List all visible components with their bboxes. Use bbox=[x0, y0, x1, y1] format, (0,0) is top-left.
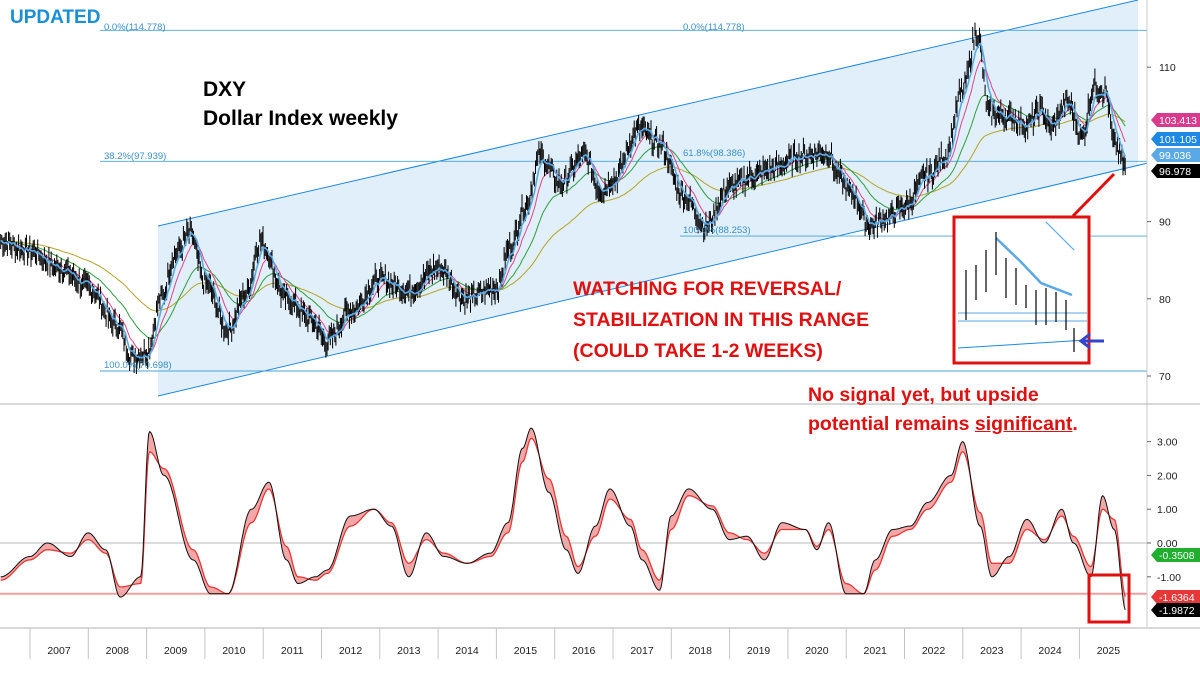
watch-line-3: (COULD TAKE 1-2 WEEKS) bbox=[573, 340, 823, 362]
price-value-tag-label: 103.413 bbox=[1159, 115, 1197, 127]
x-tick-label: 2007 bbox=[47, 645, 71, 657]
inset-channel-line bbox=[957, 339, 1088, 349]
osc-fill bbox=[0, 428, 1126, 610]
chart-symbol: DXY bbox=[203, 78, 247, 101]
signal-line-2: potential remains significant. bbox=[808, 410, 1078, 439]
channel-lower-line bbox=[157, 162, 1147, 397]
price-value-tag-label: 99.036 bbox=[1159, 150, 1191, 162]
fib-label-100-mid: 100.0%(88.253) bbox=[683, 225, 751, 236]
osc-signal-line bbox=[0, 437, 1126, 597]
x-tick-label: 2011 bbox=[281, 645, 304, 657]
price-tick-label: 80 bbox=[1159, 294, 1171, 306]
ema-fast-line bbox=[0, 42, 1126, 359]
chart-subtitle: Dollar Index weekly bbox=[203, 107, 398, 130]
watch-line-1: WATCHING FOR REVERSAL/ bbox=[573, 278, 842, 300]
osc-tick-label: 3.00 bbox=[1157, 437, 1178, 449]
price-tick-label: 70 bbox=[1159, 371, 1171, 383]
signal-emphasis: significant bbox=[974, 413, 1073, 435]
price-value-tag bbox=[1151, 132, 1200, 146]
osc-value-tag-label: -1.6364 bbox=[1159, 592, 1195, 604]
x-tick-label: 2021 bbox=[864, 645, 888, 657]
x-tick-label: 2012 bbox=[339, 645, 363, 657]
x-tick-label: 2023 bbox=[980, 645, 1004, 657]
osc-tick-label: 2.00 bbox=[1157, 470, 1178, 482]
zoom-connector-line bbox=[1071, 172, 1116, 218]
osc-tick-label: 0.00 bbox=[1157, 538, 1178, 550]
x-tick-label: 2009 bbox=[164, 645, 188, 657]
fib-label-618: 61.8%(98.386) bbox=[683, 148, 745, 159]
osc-highlight-box bbox=[1087, 573, 1131, 624]
watch-callout: WATCHING FOR REVERSAL/ STABILIZATION IN … bbox=[573, 274, 869, 367]
price-value-tag-label: 101.105 bbox=[1159, 134, 1197, 146]
price-tick-label: 90 bbox=[1159, 217, 1171, 229]
signal-line-2-post: . bbox=[1072, 413, 1078, 435]
signal-line-2-pre: potential remains bbox=[808, 413, 975, 435]
osc-value-tag bbox=[1151, 548, 1200, 562]
x-tick-label: 2013 bbox=[397, 645, 421, 657]
signal-line-1: No signal yet, but upside bbox=[808, 384, 1039, 406]
chart-title-block: DXY Dollar Index weekly bbox=[203, 75, 398, 133]
price-tick-label: 110 bbox=[1159, 62, 1176, 74]
x-tick-label: 2024 bbox=[1038, 645, 1062, 657]
osc-tick-label: 1.00 bbox=[1157, 504, 1178, 516]
fib-label-0-left: 0.0%(114.778) bbox=[104, 22, 166, 33]
watch-line-2: STABILIZATION IN THIS RANGE bbox=[573, 309, 870, 331]
fib-label-382: 38.2%(97.939) bbox=[104, 151, 166, 162]
fib-label-0-right: 0.0%(114.778) bbox=[683, 22, 745, 33]
x-tick-label: 2010 bbox=[222, 645, 246, 657]
price-value-tag bbox=[1151, 148, 1200, 162]
ema-long-line bbox=[0, 113, 1126, 312]
x-tick-label: 2022 bbox=[922, 645, 946, 657]
x-tick-label: 2015 bbox=[514, 645, 538, 657]
price-value-tag bbox=[1151, 113, 1200, 127]
x-tick-label: 2018 bbox=[689, 645, 713, 657]
osc-value-tag bbox=[1151, 590, 1200, 604]
blue-arrow-icon bbox=[1078, 332, 1104, 350]
osc-tick-label: -1.00 bbox=[1157, 572, 1181, 584]
price-value-tag-label: 96.978 bbox=[1159, 166, 1191, 178]
fib-label-100-low: 100.0%(70.698) bbox=[104, 360, 172, 371]
osc-value-tag-label: -1.9872 bbox=[1159, 605, 1195, 617]
updated-badge: UPDATED bbox=[10, 7, 101, 28]
x-tick-label: 2025 bbox=[1097, 645, 1121, 657]
x-tick-label: 2017 bbox=[630, 645, 654, 657]
ema-slow-line bbox=[0, 94, 1126, 340]
inset-upper-line bbox=[1045, 221, 1075, 251]
x-tick-label: 2014 bbox=[455, 645, 479, 657]
signal-callout: No signal yet, but upside potential rema… bbox=[808, 381, 1078, 439]
x-tick-label: 2020 bbox=[805, 645, 829, 657]
osc-value-tag-label: -0.3508 bbox=[1159, 550, 1195, 562]
x-tick-label: 2019 bbox=[747, 645, 771, 657]
x-tick-label: 2016 bbox=[572, 645, 596, 657]
x-tick-label: 2008 bbox=[106, 645, 130, 657]
osc-value-tag bbox=[1151, 603, 1200, 617]
osc-main-line bbox=[0, 427, 1126, 611]
price-value-tag bbox=[1151, 164, 1200, 178]
channel-upper-line bbox=[157, 0, 1139, 227]
inset-ema-line bbox=[995, 237, 1073, 297]
zoom-inset-content bbox=[957, 221, 1088, 352]
